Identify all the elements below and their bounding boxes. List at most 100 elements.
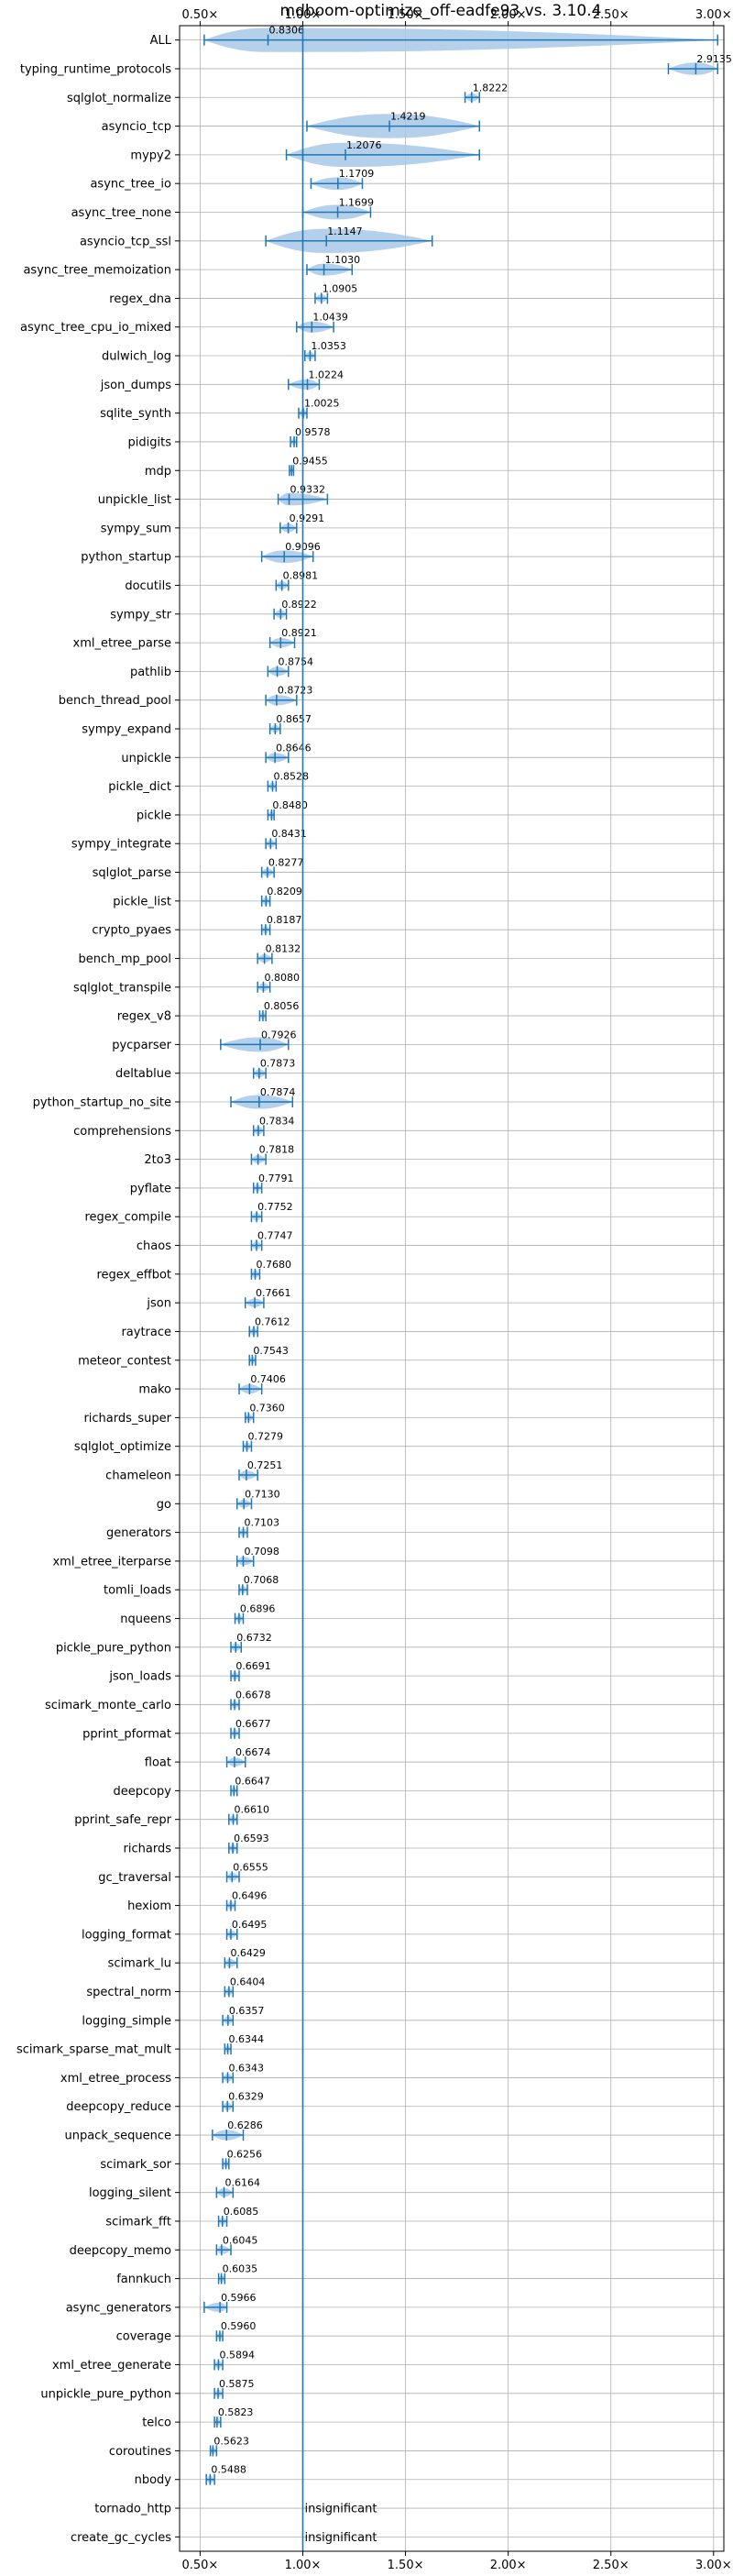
benchmark-label: deepcopy — [113, 1785, 171, 1799]
benchmark-label: unpickle_pure_python — [40, 2387, 171, 2401]
x-tick-label-bottom: 1.00× — [285, 2559, 322, 2572]
benchmark-label: regex_compile — [84, 1211, 171, 1225]
value-label: 0.5823 — [218, 2406, 254, 2418]
benchmark-label: python_startup_no_site — [33, 1096, 171, 1110]
benchmark-label: regex_dna — [109, 292, 171, 306]
benchmark-label: json_loads — [108, 1670, 171, 1684]
x-tick-label-bottom: 2.00× — [490, 2559, 527, 2572]
value-label: 0.8981 — [283, 569, 319, 581]
value-label: 0.9291 — [290, 512, 325, 524]
benchmark-label: telco — [142, 2416, 171, 2430]
value-label: 0.8277 — [268, 857, 304, 869]
benchmark-label: comprehensions — [73, 1125, 171, 1139]
benchmark-label: float — [145, 1756, 171, 1770]
x-tick-label-top: 2.50× — [593, 8, 629, 22]
benchmark-label: go — [157, 1498, 171, 1512]
benchmark-label: coverage — [116, 2330, 171, 2344]
value-label: 0.7791 — [258, 1172, 294, 1184]
benchmark-label: async_tree_cpu_io_mixed — [20, 321, 171, 335]
value-label: 0.6164 — [225, 2177, 261, 2189]
value-label: 0.6674 — [235, 1746, 271, 1758]
value-label: 0.6256 — [227, 2148, 263, 2160]
benchmark-label: json — [146, 1297, 171, 1311]
benchmark-label: tomli_loads — [104, 1584, 171, 1598]
benchmark-label: sqlglot_optimize — [74, 1440, 171, 1454]
value-label: 0.6555 — [233, 1861, 268, 1873]
value-label: 1.0025 — [304, 398, 340, 410]
benchmark-label: pycparser — [112, 1039, 171, 1052]
benchmark-label: async_generators — [66, 2301, 172, 2315]
benchmark-label: richards — [124, 1842, 172, 1855]
value-label: 0.7098 — [244, 1546, 279, 1558]
benchmark-label: unpickle — [121, 752, 171, 765]
value-label: 0.7661 — [256, 1287, 291, 1299]
value-label: 0.6085 — [224, 2206, 259, 2218]
value-label: 1.2076 — [346, 139, 382, 151]
benchmark-label: ALL — [150, 34, 172, 48]
benchmark-label: raytrace — [121, 1326, 171, 1339]
x-tick-label-bottom: 0.50× — [181, 2559, 218, 2572]
value-label: 1.4219 — [390, 111, 426, 123]
benchmark-label: gc_traversal — [98, 1871, 171, 1885]
benchmark-label: sqlglot_parse — [93, 866, 171, 880]
value-label: 0.7068 — [244, 1574, 279, 1586]
insignificant-label: insignificant — [304, 2531, 377, 2545]
benchmark-label: xml_etree_process — [60, 2072, 171, 2086]
benchmark-label: tornado_http — [94, 2503, 171, 2516]
benchmark-label: pyflate — [130, 1182, 171, 1195]
benchmark-label: chameleon — [105, 1469, 171, 1482]
benchmark-label: mdp — [145, 465, 171, 479]
x-tick-label-bottom: 2.50× — [593, 2559, 629, 2572]
value-label: 2.9135 — [696, 53, 732, 65]
value-label: 0.7873 — [260, 1058, 296, 1070]
benchmark-label: fannkuch — [116, 2273, 171, 2286]
value-label: 1.0224 — [309, 369, 345, 380]
benchmark-label: logging_silent — [89, 2186, 171, 2200]
benchmark-label: richards_super — [83, 1412, 171, 1426]
benchmark-label: spectral_norm — [86, 1986, 171, 1999]
benchmark-label: dulwich_log — [102, 350, 171, 364]
value-label: 0.9455 — [292, 455, 328, 467]
benchmark-label: scimark_sparse_mat_mult — [16, 2043, 171, 2057]
benchmark-label: deepcopy_memo — [70, 2244, 171, 2258]
benchmark-label: xml_etree_parse — [73, 637, 171, 651]
benchmark-label: mako — [138, 1383, 171, 1397]
marks-layer: 0.8306 2.9135 1.8222 1.4219 1.2076 1.1709 1.16… — [203, 25, 732, 2551]
value-label: 0.7130 — [245, 1488, 280, 1500]
value-label: 0.7926 — [261, 1029, 297, 1040]
benchmark-label: pickle_dict — [108, 780, 171, 794]
benchmark-label: logging_simple — [82, 2014, 171, 2028]
value-label: 0.8480 — [272, 799, 308, 811]
benchmark-label: python_startup — [81, 551, 171, 565]
benchmark-label: sympy_integrate — [71, 838, 171, 852]
value-label: 1.1699 — [339, 196, 375, 208]
value-label: 0.9332 — [290, 484, 326, 496]
benchmark-label: sympy_expand — [82, 723, 171, 737]
value-label: 0.6691 — [235, 1660, 271, 1672]
benchmark-label: pprint_safe_repr — [74, 1813, 171, 1827]
value-label: 0.7251 — [247, 1459, 283, 1471]
benchmark-label: sympy_str — [110, 608, 171, 622]
value-label: 0.7680 — [256, 1259, 291, 1271]
benchmark-label: pickle_pure_python — [56, 1641, 171, 1655]
benchmark-label: async_tree_io — [90, 178, 171, 192]
benchmark-label: sqlglot_transpile — [73, 981, 171, 995]
value-label: 0.7360 — [249, 1402, 285, 1414]
benchmark-label: typing_runtime_protocols — [20, 62, 171, 76]
value-label: 0.6678 — [235, 1689, 271, 1701]
value-label: 0.8922 — [281, 599, 317, 611]
benchmark-label: scimark_sor — [100, 2158, 171, 2172]
value-label: 1.1709 — [339, 168, 375, 180]
value-label: 0.8306 — [269, 25, 305, 37]
x-tick-label-top: 3.00× — [695, 8, 732, 22]
value-label: 0.6404 — [230, 1976, 265, 1988]
value-label: 1.1030 — [325, 254, 361, 266]
grid-layer — [180, 26, 724, 2551]
value-label: 0.8723 — [278, 685, 313, 697]
benchmark-label: chaos — [137, 1239, 171, 1253]
value-label: 0.7752 — [257, 1201, 293, 1213]
value-label: 0.6035 — [223, 2263, 258, 2275]
value-label: 0.7406 — [250, 1373, 286, 1385]
benchmark-label: pickle_list — [113, 895, 171, 908]
value-label: 0.7747 — [257, 1230, 293, 1242]
